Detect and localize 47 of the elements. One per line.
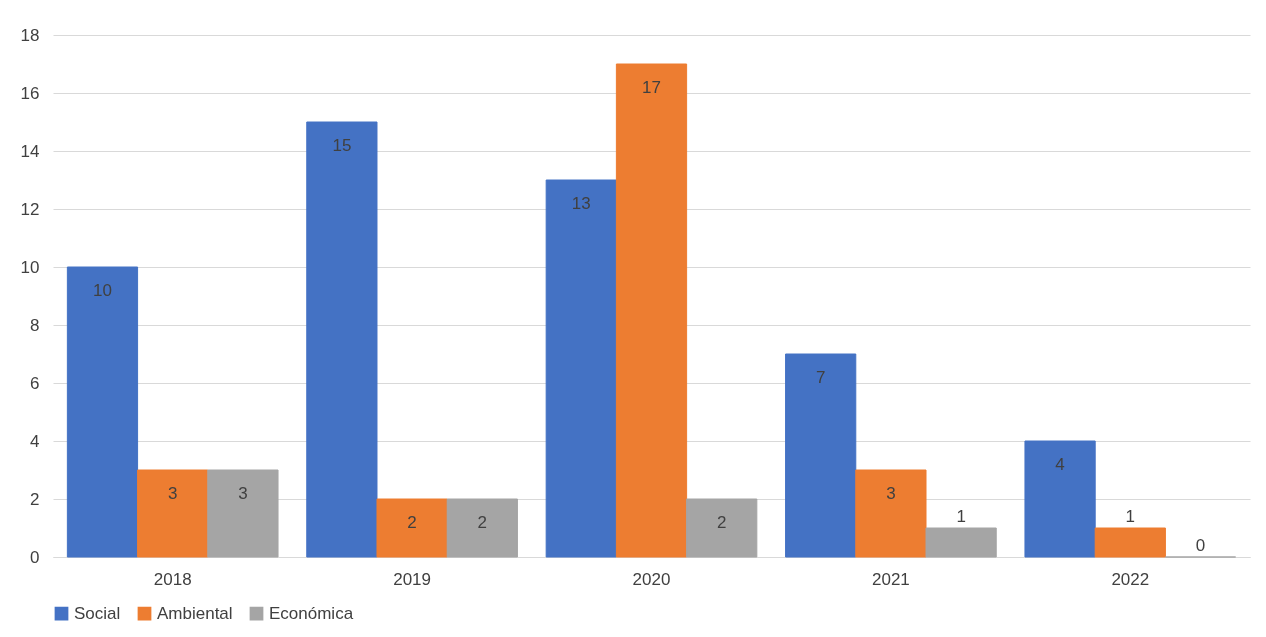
data-label: 17 <box>642 78 661 97</box>
y-tick-label: 16 <box>20 83 40 103</box>
bar <box>1094 527 1166 558</box>
bar <box>545 179 617 558</box>
data-label: 3 <box>167 484 178 503</box>
y-tick-label: 8 <box>30 315 40 335</box>
y-tick-label: 0 <box>30 547 40 567</box>
bar <box>855 469 927 558</box>
data-label: 3 <box>238 484 248 503</box>
data-label: 2 <box>407 513 417 532</box>
data-label: 3 <box>886 484 896 503</box>
data-label: 13 <box>571 194 591 213</box>
data-label: 2 <box>716 513 727 532</box>
x-tick-label: 2021 <box>871 569 910 589</box>
legend-label: Económica <box>269 603 354 623</box>
bar <box>785 353 857 558</box>
data-label: 1 <box>956 507 966 526</box>
y-tick-label: 4 <box>30 431 40 451</box>
legend-label: Social <box>74 603 121 623</box>
y-tick-label: 2 <box>30 489 40 509</box>
bar <box>686 498 758 558</box>
data-label: 0 <box>1195 536 1206 555</box>
bar <box>376 498 448 558</box>
data-label: 2 <box>477 513 488 532</box>
bar <box>66 266 139 558</box>
y-tick-label: 10 <box>20 257 40 277</box>
data-label: 4 <box>1055 455 1065 474</box>
x-tick-label: 2018 <box>153 569 192 589</box>
bar <box>137 469 209 558</box>
bar <box>207 469 279 558</box>
x-tick-label: 2020 <box>632 569 671 589</box>
x-tick-label: 2019 <box>393 569 432 589</box>
bar <box>925 527 997 558</box>
y-tick-label: 14 <box>20 141 40 161</box>
y-tick-label: 18 <box>20 25 40 45</box>
bar <box>615 63 688 558</box>
y-tick-label: 12 <box>20 199 40 219</box>
bar <box>306 121 378 558</box>
x-tick-label: 2022 <box>1111 569 1150 589</box>
data-label: 10 <box>93 281 112 300</box>
legend-label: Ambiental <box>157 603 233 623</box>
data-label: 1 <box>1125 507 1136 526</box>
y-tick-label: 6 <box>30 373 40 393</box>
bar <box>446 498 518 558</box>
bar <box>1024 440 1096 558</box>
data-label: 15 <box>332 136 352 155</box>
data-label: 7 <box>815 368 826 387</box>
